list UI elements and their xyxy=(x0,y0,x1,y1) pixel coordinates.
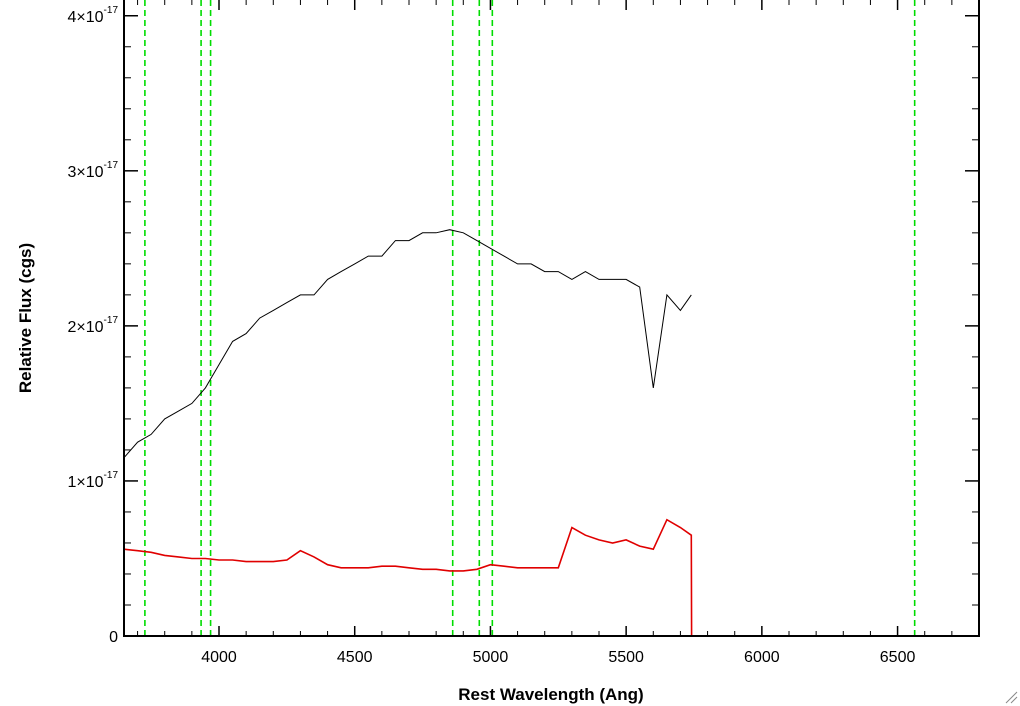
x-tick-label: 6500 xyxy=(880,649,916,666)
x-tick-label: 5500 xyxy=(608,649,644,666)
y-tick-label: 1×10-17 xyxy=(68,470,119,491)
resize-grip-icon[interactable] xyxy=(1004,690,1018,704)
plot-frame xyxy=(123,0,980,637)
x-tick-label: 4000 xyxy=(201,649,237,666)
series-line xyxy=(123,229,692,459)
y-axis-label: Relative Flux (cgs) xyxy=(16,243,35,393)
y-tick-label: 4×10-17 xyxy=(68,5,119,26)
x-tick-label: 4500 xyxy=(337,649,373,666)
series-layer xyxy=(123,229,979,637)
y-tick-label: 0 xyxy=(109,629,118,646)
x-tick-label: 6000 xyxy=(744,649,780,666)
tick-labels: 4000 4500 5000 5500 6000 6500 0 1×10-17 2×10-17 3… xyxy=(68,5,916,666)
y-tick-label: 3×10-17 xyxy=(68,160,119,181)
x-tick-label: 5000 xyxy=(473,649,509,666)
axis-ticks xyxy=(124,0,980,637)
x-axis-label: Rest Wavelength (Ang) xyxy=(458,685,643,704)
series-line xyxy=(123,518,979,637)
reference-lines xyxy=(144,0,916,636)
y-tick-label: 2×10-17 xyxy=(68,315,119,336)
